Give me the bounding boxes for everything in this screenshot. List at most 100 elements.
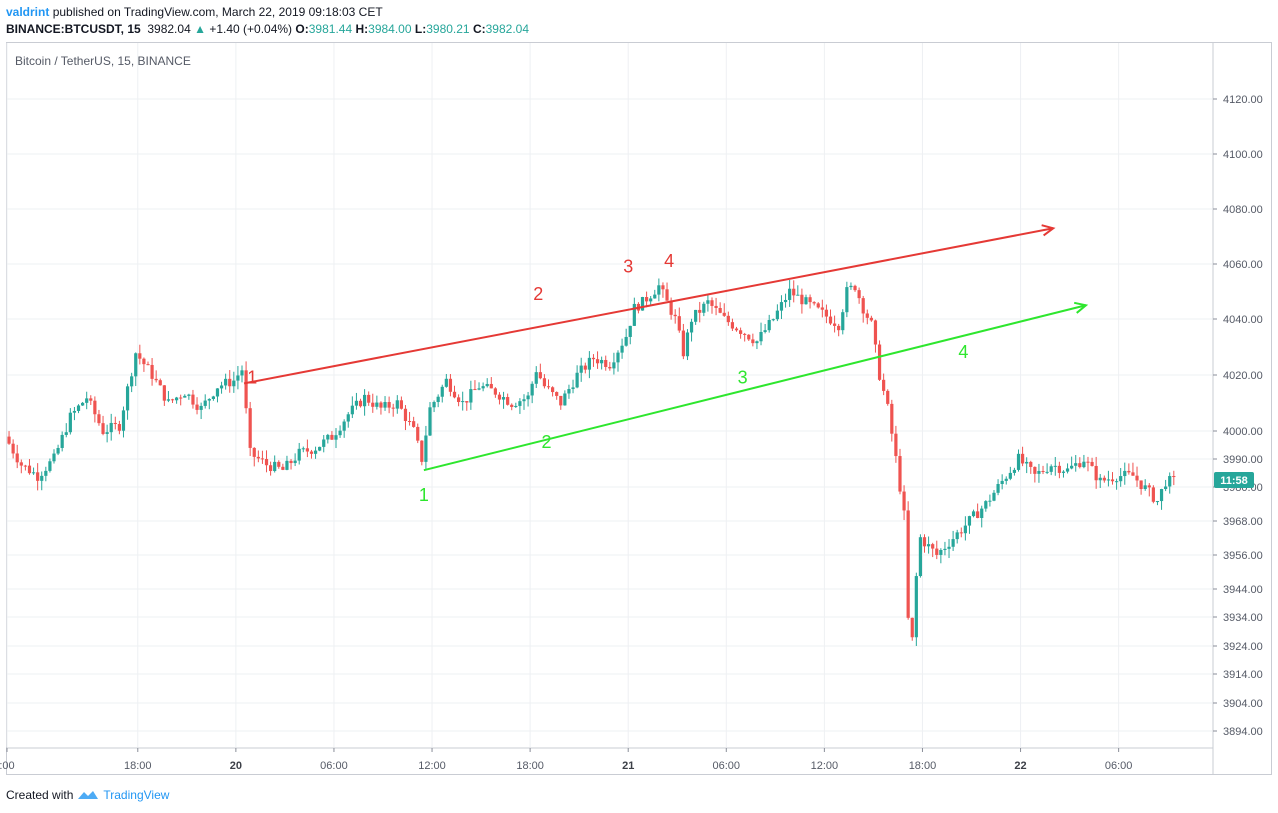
candle [689, 318, 694, 342]
candle [1082, 454, 1086, 469]
footer-brand[interactable]: TradingView [103, 788, 170, 802]
candle-body [624, 336, 628, 346]
candle-body [170, 399, 175, 401]
candle-body [1151, 487, 1155, 502]
candle-body [526, 395, 530, 400]
candle-body [1086, 461, 1090, 463]
candle-body [277, 461, 281, 467]
candle-body [841, 312, 845, 331]
candle-body [334, 435, 338, 440]
candle-body [412, 421, 416, 427]
candle [824, 304, 829, 324]
candle-body [232, 380, 236, 387]
candle [530, 381, 534, 404]
candle-body [1041, 470, 1045, 472]
price-axis[interactable]: 4120.00 4100.00 4080.00 4060.00 4040.00 4020.… [1213, 94, 1263, 738]
candle [85, 391, 89, 410]
candle-body [1106, 479, 1111, 481]
candle [661, 282, 665, 298]
candle [326, 433, 330, 444]
candle [1033, 466, 1037, 483]
candle [963, 516, 967, 541]
candle [702, 301, 706, 317]
candle [477, 382, 481, 391]
candle [1000, 474, 1004, 490]
time-tick-label: 12:00 [418, 760, 446, 772]
candle [150, 358, 154, 386]
candle-body [832, 323, 837, 326]
candle [837, 323, 841, 337]
candle-body [714, 305, 718, 308]
candle [918, 534, 923, 578]
candle [432, 400, 436, 413]
candle-body [873, 320, 878, 345]
candle [510, 403, 514, 411]
candle-body [608, 366, 612, 369]
candle-body [1037, 470, 1041, 474]
red-channel-arrowhead [1041, 224, 1056, 237]
candle [379, 401, 383, 415]
candle [845, 281, 849, 318]
candle [828, 309, 833, 326]
candle [734, 326, 739, 332]
candle-body [657, 285, 661, 295]
candle-body [1025, 461, 1029, 464]
candle [1049, 464, 1053, 476]
candle [383, 396, 387, 411]
candle-body [154, 378, 158, 381]
candle [334, 428, 338, 449]
candle [146, 361, 150, 366]
candle-body [224, 378, 228, 386]
candle-body [146, 364, 150, 366]
candle-body [346, 414, 350, 422]
candle [1008, 466, 1012, 481]
time-axis[interactable]: :00 18:00 20 06:00 12:00 18:00 21 06:00 12:00 18:… [0, 748, 1132, 772]
candle [207, 398, 211, 410]
candle [277, 460, 281, 469]
candle-body [890, 403, 894, 434]
candle [857, 287, 861, 304]
candle [959, 527, 963, 538]
candle [412, 416, 416, 428]
candle [248, 401, 252, 457]
candle-body [616, 352, 620, 363]
candle-body [191, 394, 195, 405]
candle-body [640, 297, 645, 311]
candle [203, 394, 207, 409]
publish-info: published on TradingView.com, March 22, … [52, 5, 383, 19]
price-tick-label: 4000.00 [1223, 426, 1263, 438]
price-tick-label: 3924.00 [1223, 641, 1263, 653]
candle-body [342, 421, 346, 431]
candle-body [894, 433, 898, 457]
candle [632, 297, 636, 326]
candle [56, 444, 60, 456]
candle [526, 391, 530, 407]
candle [771, 318, 775, 322]
candle-body [824, 309, 829, 317]
author-link[interactable]: valdrint [6, 5, 50, 19]
candle-body [906, 510, 910, 618]
candle-body [1057, 465, 1061, 473]
candle [493, 387, 497, 398]
candle [473, 380, 477, 391]
candle [195, 397, 199, 415]
candle-body [416, 426, 420, 441]
candle-body [595, 359, 600, 364]
candle [11, 439, 15, 459]
candle [804, 294, 808, 305]
candle [571, 379, 575, 394]
candle-body [150, 364, 154, 379]
candle [81, 401, 85, 406]
candle [1143, 479, 1147, 491]
annotations: 1 2 3 4 1 2 3 4 [243, 224, 1089, 505]
candle-body [771, 319, 775, 321]
price-tick-label: 3944.00 [1223, 584, 1263, 596]
candle-body [706, 300, 710, 304]
candle [759, 322, 763, 346]
candle-body [792, 288, 796, 296]
candle [677, 307, 681, 333]
green-channel-label: 4 [958, 342, 968, 362]
candle-body [1119, 476, 1123, 482]
candle [166, 391, 171, 403]
